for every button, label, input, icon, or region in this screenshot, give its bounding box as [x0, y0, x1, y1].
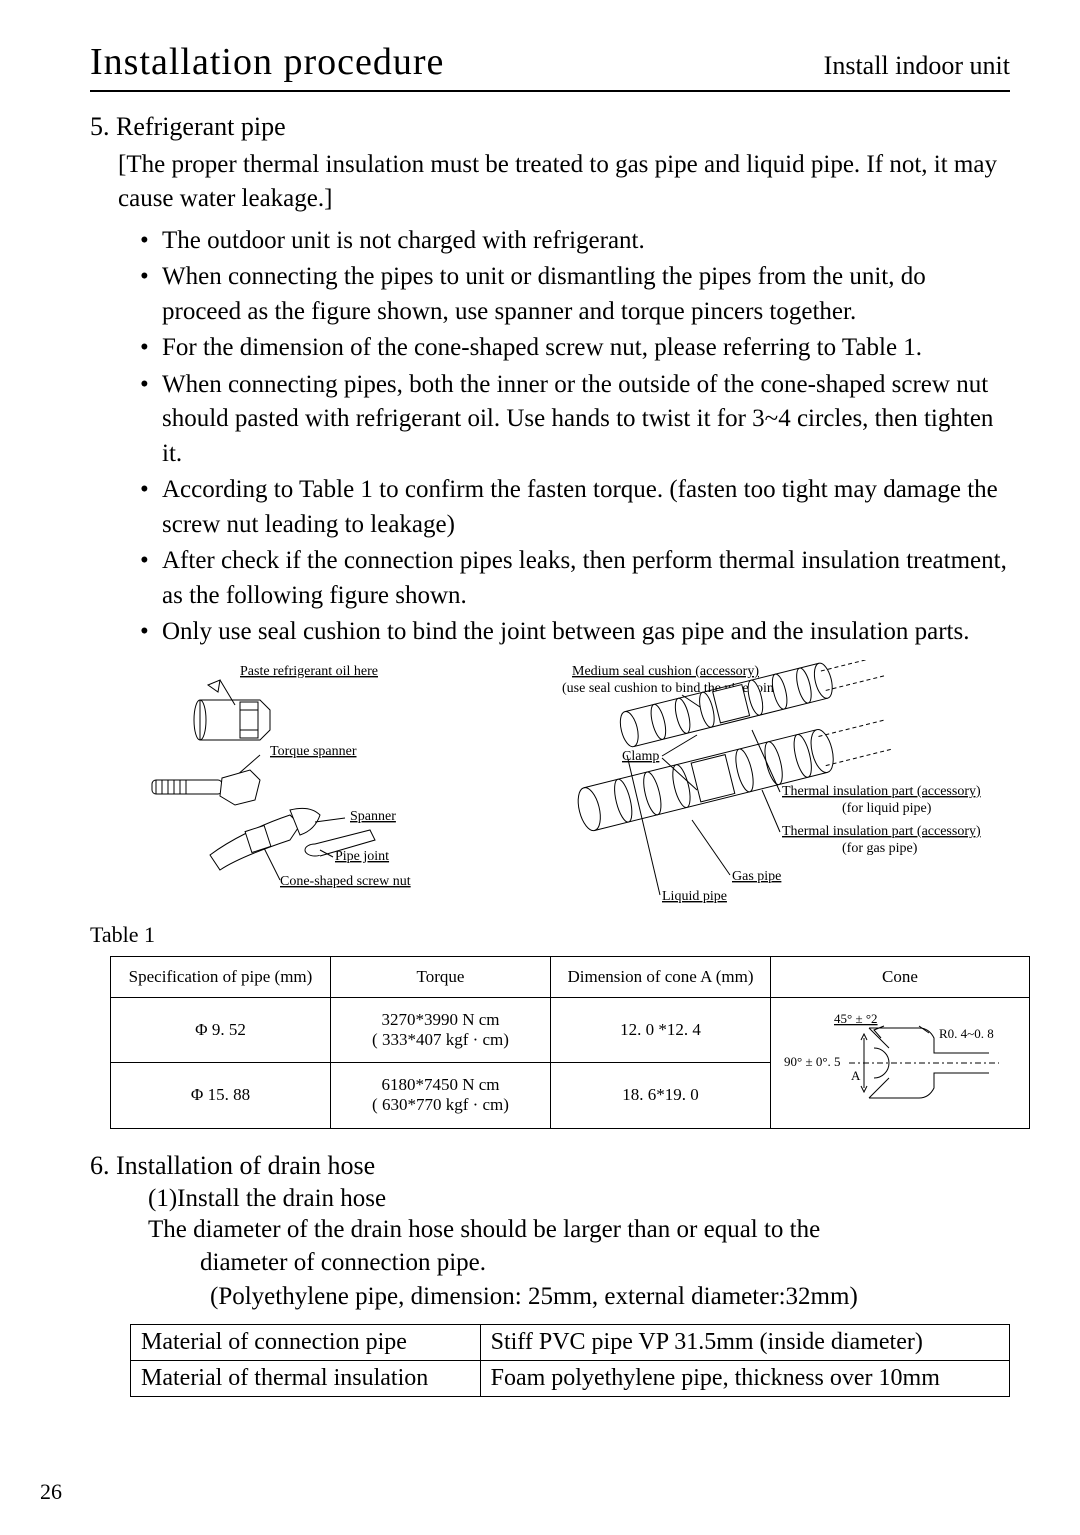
- bullet-text: When connecting the pipes to unit or dis…: [162, 260, 1010, 329]
- bullet-text: Only use seal cushion to bind the joint …: [162, 615, 1010, 650]
- torque-line1: 6180*7450 N cm: [339, 1075, 542, 1095]
- bullet-dot: •: [140, 473, 162, 542]
- bullet-dot: •: [140, 224, 162, 259]
- bullet-text: When connecting pipes, both the inner or…: [162, 368, 1010, 472]
- section5-title: 5. Refrigerant pipe: [90, 112, 1010, 142]
- td: Stiff PVC pipe VP 31.5mm (inside diamete…: [480, 1324, 1009, 1360]
- bullet-dot: •: [140, 260, 162, 329]
- table-1: Specification of pipe (mm) Torque Dimens…: [110, 956, 1030, 1129]
- d2-label4b: (for liquid pipe): [842, 801, 932, 816]
- table-row: Φ 9. 52 3270*3990 N cm ( 333*407 kgf · c…: [111, 997, 1030, 1063]
- bullet-item: •According to Table 1 to confirm the fas…: [140, 473, 1010, 542]
- bullet-item: •Only use seal cushion to bind the joint…: [140, 615, 1010, 650]
- section6-body2: diameter of connection pipe.: [200, 1246, 1010, 1280]
- table-row: Material of thermal insulation Foam poly…: [131, 1360, 1010, 1396]
- table-2: Material of connection pipe Stiff PVC pi…: [130, 1324, 1010, 1397]
- page-header: Installation procedure Install indoor un…: [90, 40, 1010, 92]
- bullet-item: •The outdoor unit is not charged with re…: [140, 224, 1010, 259]
- td: Foam polyethylene pipe, thickness over 1…: [480, 1360, 1009, 1396]
- torque-line1: 3270*3990 N cm: [339, 1010, 542, 1030]
- bullet-dot: •: [140, 544, 162, 613]
- torque-line2: ( 333*407 kgf · cm): [339, 1030, 542, 1050]
- td-torque: 3270*3990 N cm ( 333*407 kgf · cm): [331, 997, 551, 1063]
- cone-r: R0. 4~0. 8: [939, 1026, 994, 1041]
- cone-a1: 45° ± °2: [834, 1011, 878, 1026]
- d1-label3: Spanner: [350, 809, 396, 824]
- td-spec: Φ 9. 52: [111, 997, 331, 1063]
- d1-label2: Torque spanner: [270, 744, 357, 759]
- bullet-item: •After check if the connection pipes lea…: [140, 544, 1010, 613]
- d2-label5b: (for gas pipe): [842, 841, 918, 856]
- d2-label7: Liquid pipe: [662, 889, 727, 904]
- td-spec: Φ 15. 88: [111, 1063, 331, 1129]
- td-cone: 45° ± °2 R0. 4~0. 8 90° ± 0°. 5: [771, 997, 1030, 1128]
- insulation-diagram: Medium seal cushion (accessory) (use sea…: [482, 660, 1010, 910]
- cone-A: A: [851, 1068, 861, 1083]
- th: Specification of pipe (mm): [111, 956, 331, 997]
- page-number: 26: [40, 1479, 62, 1505]
- bullet-dot: •: [140, 331, 162, 366]
- section6-sub1: (1)Install the drain hose: [148, 1185, 1010, 1213]
- bullet-item: •When connecting pipes, both the inner o…: [140, 368, 1010, 472]
- cone-diagram: 45° ± °2 R0. 4~0. 8 90° ± 0°. 5: [779, 1008, 1009, 1118]
- bullet-dot: •: [140, 368, 162, 472]
- th: Torque: [331, 956, 551, 997]
- section6-body1: The diameter of the drain hose should be…: [148, 1213, 1010, 1247]
- bullet-item: •When connecting the pipes to unit or di…: [140, 260, 1010, 329]
- d2-label6: Gas pipe: [732, 869, 781, 884]
- section6-note: (Polyethylene pipe, dimension: 25mm, ext…: [210, 1280, 1010, 1314]
- th: Dimension of cone A (mm): [551, 956, 771, 997]
- d1-label4: Pipe joint: [335, 849, 389, 864]
- d2-label4: Thermal insulation part (accessory): [782, 784, 981, 799]
- header-subtitle: Install indoor unit: [824, 51, 1010, 81]
- bullet-text: According to Table 1 to confirm the fast…: [162, 473, 1010, 542]
- section5-intro: [The proper thermal insulation must be t…: [118, 148, 1010, 216]
- td-torque: 6180*7450 N cm ( 630*770 kgf · cm): [331, 1063, 551, 1129]
- bullet-text: For the dimension of the cone-shaped scr…: [162, 331, 1010, 366]
- th: Cone: [771, 956, 1030, 997]
- bullet-item: •For the dimension of the cone-shaped sc…: [140, 331, 1010, 366]
- table-header-row: Specification of pipe (mm) Torque Dimens…: [111, 956, 1030, 997]
- bullet-list: •The outdoor unit is not charged with re…: [140, 224, 1010, 650]
- table1-label: Table 1: [90, 922, 1010, 948]
- diagrams-row: Paste refrigerant oil here Torque spanne…: [140, 660, 1010, 910]
- cone-a2: 90° ± 0°. 5: [784, 1054, 841, 1069]
- td-dim: 18. 6*19. 0: [551, 1063, 771, 1129]
- table-row: Material of connection pipe Stiff PVC pi…: [131, 1324, 1010, 1360]
- section6-title: 6. Installation of drain hose: [90, 1151, 1010, 1181]
- td: Material of thermal insulation: [131, 1360, 481, 1396]
- td: Material of connection pipe: [131, 1324, 481, 1360]
- bullet-text: The outdoor unit is not charged with ref…: [162, 224, 1010, 259]
- bullet-dot: •: [140, 615, 162, 650]
- d1-label1: Paste refrigerant oil here: [240, 664, 378, 679]
- bullet-text: After check if the connection pipes leak…: [162, 544, 1010, 613]
- td-dim: 12. 0 *12. 4: [551, 997, 771, 1063]
- header-title: Installation procedure: [90, 40, 444, 84]
- torque-line2: ( 630*770 kgf · cm): [339, 1095, 542, 1115]
- torque-spanner-diagram: Paste refrigerant oil here Torque spanne…: [140, 660, 462, 900]
- d2-label5: Thermal insulation part (accessory): [782, 824, 981, 839]
- d2-label1: Medium seal cushion (accessory): [572, 664, 759, 679]
- d1-label5: Cone-shaped screw nut: [280, 874, 411, 889]
